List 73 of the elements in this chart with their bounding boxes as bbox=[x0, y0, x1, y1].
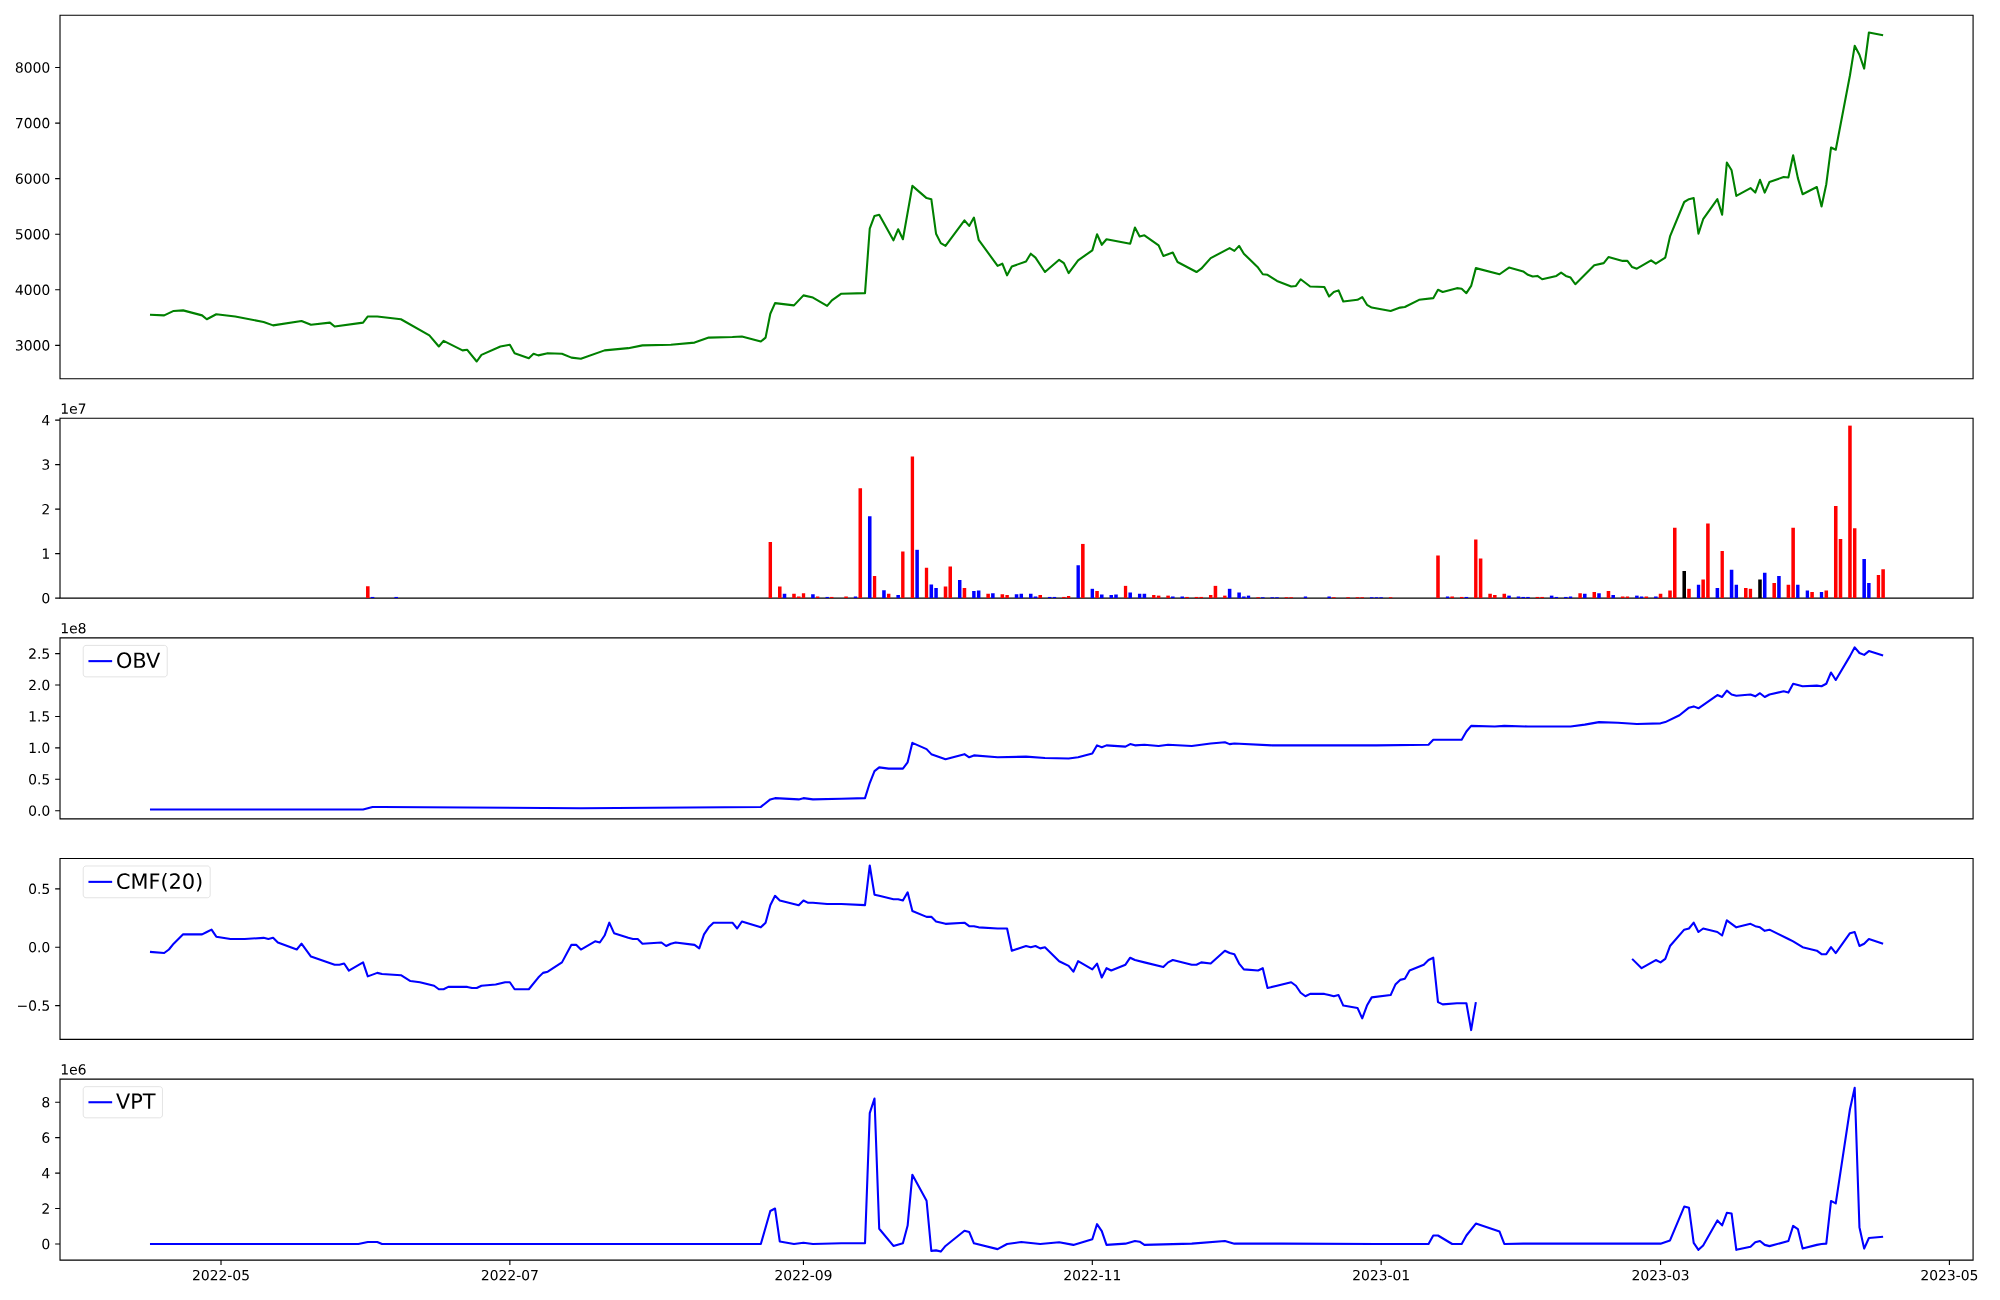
y-tick-label: 1 bbox=[42, 548, 49, 559]
x-tick-label: 2023-05 bbox=[1921, 1269, 1978, 1281]
bar bbox=[867, 516, 872, 599]
legend-label: CMF(20) bbox=[117, 872, 202, 892]
y-tick-label: 1.0 bbox=[29, 742, 50, 754]
text: 1e7 bbox=[61, 403, 86, 414]
bar bbox=[1848, 425, 1852, 599]
x-tick-label: 2023-03 bbox=[1632, 1269, 1689, 1281]
y-tick-label: 0.0 bbox=[29, 805, 50, 816]
bar bbox=[915, 549, 919, 599]
y-tick-label: 2.5 bbox=[29, 648, 50, 659]
bar bbox=[896, 595, 900, 599]
bar bbox=[1777, 575, 1781, 599]
legend-label: VPT bbox=[116, 1093, 156, 1109]
x-tick-label: 2022-07 bbox=[481, 1269, 538, 1281]
bar bbox=[986, 593, 990, 599]
bar bbox=[1095, 591, 1099, 599]
y-tick-label: 5000 bbox=[15, 228, 50, 240]
bar bbox=[1611, 595, 1615, 599]
bar bbox=[1687, 588, 1691, 599]
y-tick-label: −0.5 bbox=[18, 1000, 50, 1011]
y-tick-label: 6000 bbox=[15, 173, 50, 184]
bar bbox=[1810, 591, 1814, 599]
bar bbox=[1038, 595, 1042, 599]
y-tick-label: 2 bbox=[42, 503, 49, 515]
bar bbox=[1028, 593, 1033, 599]
x-tick-label: 2022-05 bbox=[193, 1269, 249, 1281]
bar bbox=[1100, 594, 1104, 599]
y-tick-label: 0.0 bbox=[29, 941, 50, 953]
y-tick-label: 2 bbox=[42, 1203, 49, 1214]
bar bbox=[778, 586, 782, 599]
bar bbox=[948, 566, 953, 599]
line-series bbox=[148, 31, 1885, 363]
bar bbox=[1583, 593, 1587, 599]
bar bbox=[1109, 595, 1114, 599]
legend-label: OBV bbox=[117, 652, 161, 669]
y-tick-label: 4000 bbox=[15, 284, 50, 296]
bar bbox=[991, 593, 995, 599]
bar bbox=[366, 586, 370, 599]
x-tick-label: 2022-11 bbox=[1064, 1269, 1121, 1281]
y-tick-label: 3 bbox=[42, 459, 50, 470]
bar bbox=[1772, 583, 1776, 599]
y-tick-label: 4 bbox=[42, 415, 50, 426]
bar bbox=[1436, 555, 1440, 599]
bar bbox=[882, 590, 886, 599]
bar bbox=[811, 594, 815, 599]
y-tick-label: 3000 bbox=[15, 340, 50, 351]
text: 1e6 bbox=[61, 1064, 86, 1075]
y-tick-label: 1.5 bbox=[29, 711, 50, 722]
bar bbox=[1597, 593, 1601, 599]
y-tick-label: 6 bbox=[42, 1132, 50, 1143]
text: 1e8 bbox=[61, 622, 86, 634]
bar bbox=[1762, 572, 1767, 599]
y-tick-label: 0 bbox=[42, 1238, 50, 1250]
x-tick-label: 2023-01 bbox=[1353, 1269, 1409, 1281]
y-tick-label: 2.0 bbox=[29, 679, 50, 691]
y-tick-label: 0 bbox=[42, 592, 50, 604]
bar bbox=[1791, 527, 1795, 599]
y-tick-label: 8 bbox=[42, 1096, 50, 1108]
bar bbox=[1833, 506, 1838, 599]
bar bbox=[1862, 559, 1866, 599]
bar bbox=[1081, 543, 1085, 599]
bar bbox=[1881, 569, 1885, 599]
bar bbox=[1706, 523, 1710, 599]
y-tick-label: 7000 bbox=[16, 117, 50, 129]
y-tick-label: 0.5 bbox=[29, 774, 50, 785]
y-tick-label: 4 bbox=[42, 1168, 50, 1179]
bar bbox=[1128, 592, 1132, 599]
y-tick-label: 8000 bbox=[15, 62, 50, 73]
bar bbox=[1672, 527, 1677, 599]
y-tick-label: 0.5 bbox=[29, 883, 50, 895]
bar bbox=[792, 593, 796, 599]
x-tick-label: 2022-09 bbox=[775, 1269, 832, 1281]
